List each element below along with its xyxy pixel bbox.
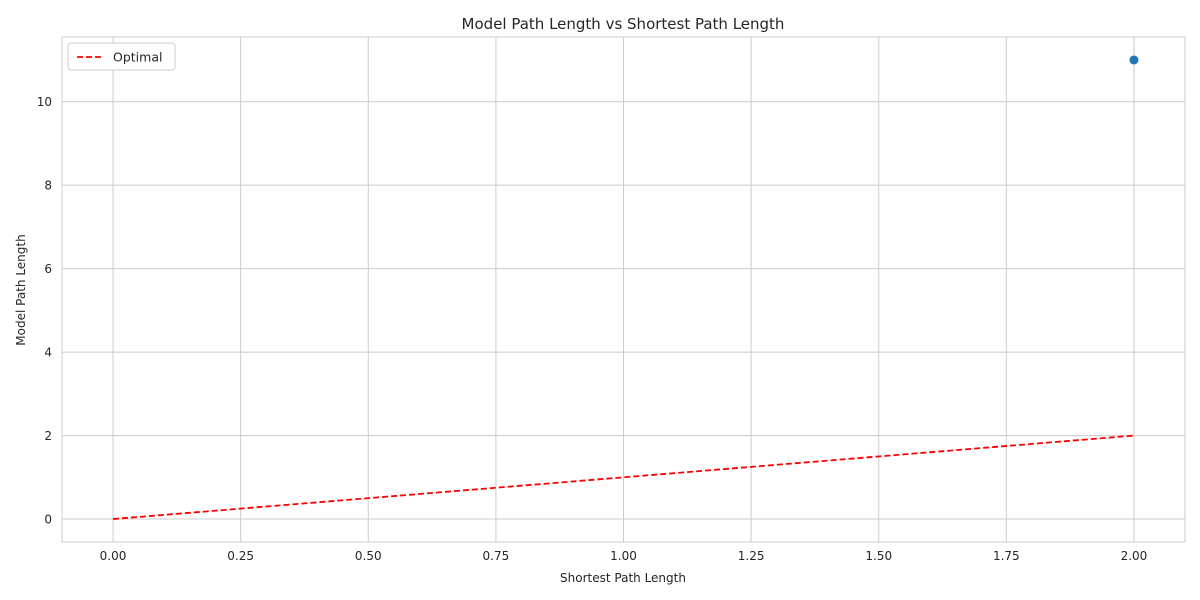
x-tick-label: 0.00 [100, 549, 127, 563]
y-tick-label: 2 [44, 429, 52, 443]
x-tick-label: 0.50 [355, 549, 382, 563]
y-tick-label: 10 [37, 95, 52, 109]
y-tick-label: 4 [44, 346, 52, 360]
x-tick-labels: 0.00 0.25 0.50 0.75 1.00 1.25 1.50 1.75 2.00 [100, 549, 1148, 563]
y-axis-label: Model Path Length [14, 234, 28, 345]
legend-box [67, 42, 176, 71]
x-tick-label: 2.00 [1121, 549, 1148, 563]
x-tick-label: 0.25 [227, 549, 254, 563]
x-tick-label: 1.50 [865, 549, 892, 563]
x-tick-label: 1.75 [993, 549, 1020, 563]
x-tick-label: 1.00 [610, 549, 637, 563]
x-tick-label: 1.25 [738, 549, 765, 563]
legend-optimal-label: Optimal [113, 50, 162, 65]
x-tick-label: 0.75 [483, 549, 510, 563]
data-marks [112, 55, 1139, 520]
x-axis-label: Shortest Path Length [560, 571, 686, 585]
y-tick-label: 6 [44, 262, 52, 276]
plot-frame [61, 36, 1186, 543]
y-tick-label: 8 [44, 179, 52, 193]
grid [62, 37, 1185, 542]
y-tick-label: 0 [44, 513, 52, 527]
scatter-point [1129, 55, 1139, 65]
y-tick-labels: 0 2 4 6 8 10 [37, 95, 52, 526]
chart-title: Model Path Length vs Shortest Path Lengt… [462, 15, 785, 33]
legend: Optimal [67, 42, 176, 71]
